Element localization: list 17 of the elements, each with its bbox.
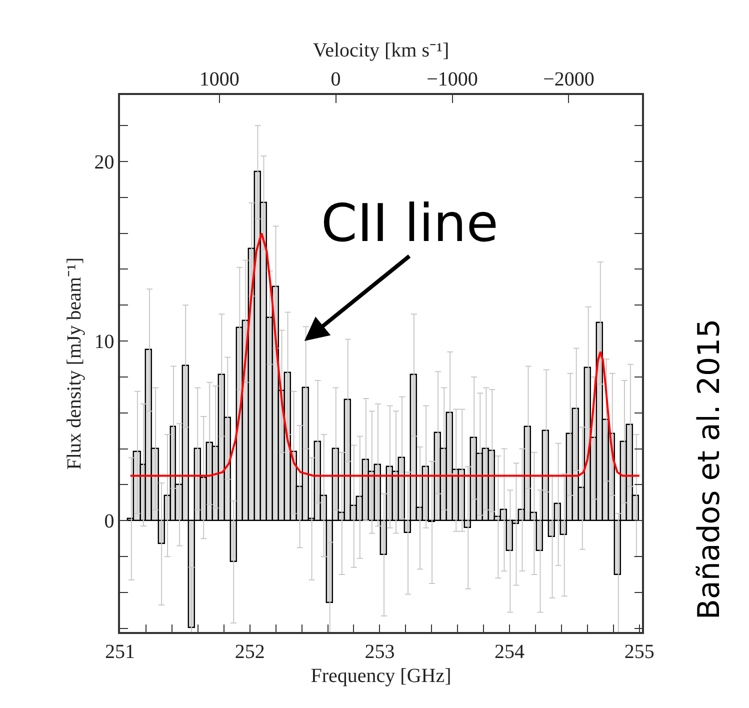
annotation: CII line <box>321 194 498 254</box>
x2-tick-label: −1000 <box>426 68 478 90</box>
x-tick-label: 254 <box>494 640 525 663</box>
x-tick-label: 255 <box>624 640 654 663</box>
y-tick-label: 0 <box>104 510 114 533</box>
y-tick-label: 10 <box>94 331 114 354</box>
x-tick-label: 252 <box>234 640 265 663</box>
x2-tick-label: 0 <box>330 68 341 90</box>
y-axis-title: Flux density [mJy beam⁻¹] <box>63 257 86 470</box>
x2-tick-label: −2000 <box>543 68 594 90</box>
text: Bañados et al. 2015 <box>692 318 728 620</box>
y-tick-label: 20 <box>94 151 114 174</box>
x-tick-label: 253 <box>364 640 395 663</box>
x2-tick-label: 1000 <box>199 68 240 90</box>
x-axis-title: Frequency [GHz] <box>310 664 452 687</box>
x-tick-label: 251 <box>105 640 135 663</box>
x2-axis-title: Velocity [km s⁻¹] <box>312 39 450 62</box>
